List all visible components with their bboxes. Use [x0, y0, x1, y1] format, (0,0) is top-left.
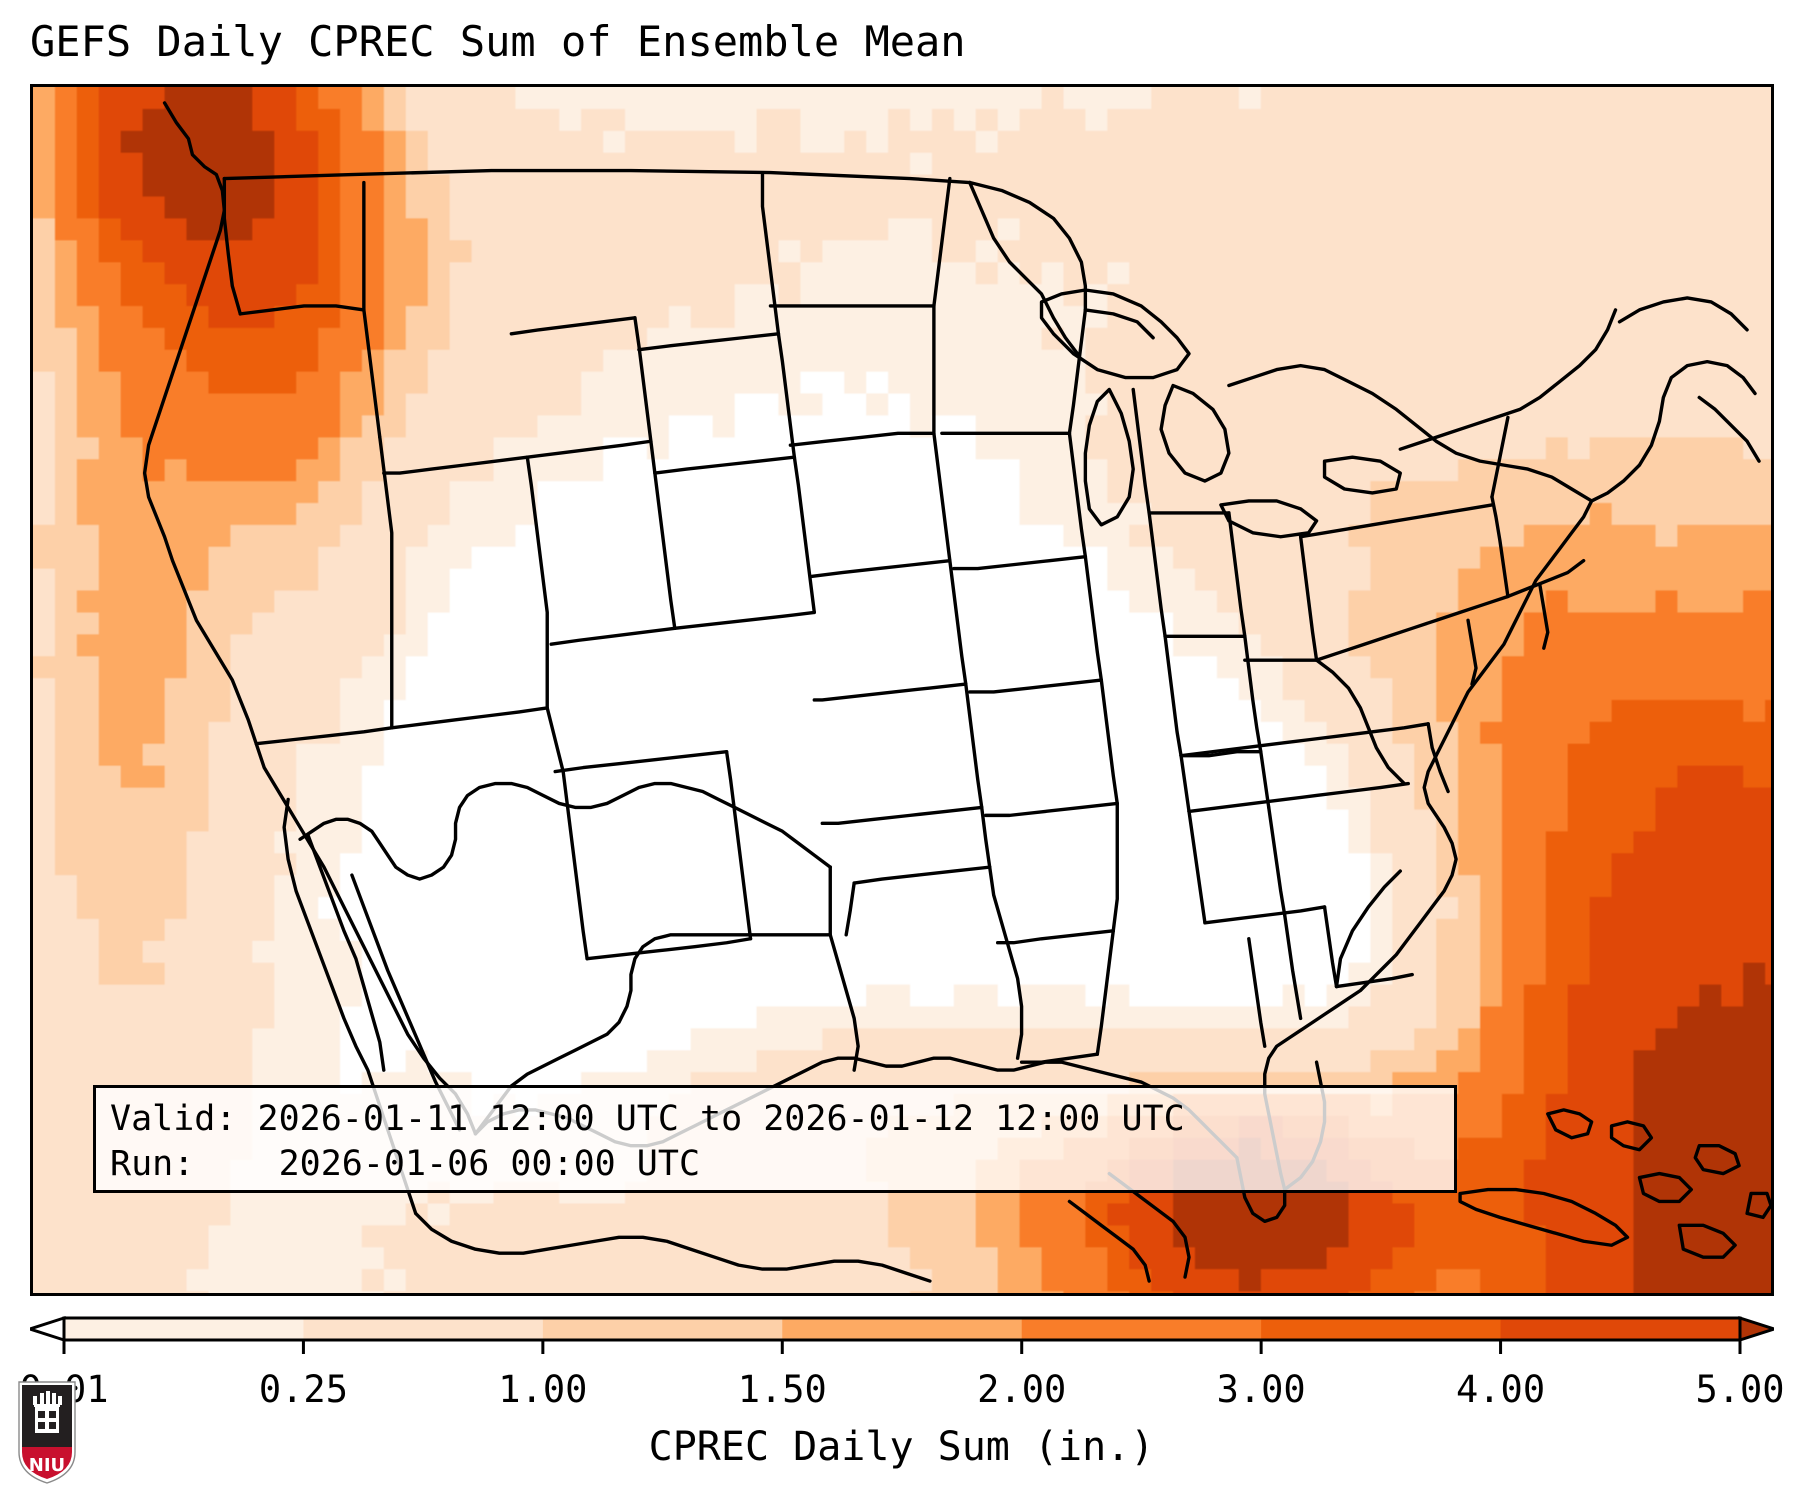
colorbar-tick-5: 3.00 [1216, 1368, 1306, 1411]
colorbar-tick-2: 1.00 [498, 1368, 588, 1411]
map-axes[interactable]: Valid: 2026-01-11 12:00 UTC to 2026-01-1… [30, 84, 1774, 1296]
niu-logo-text: NIU [29, 1455, 65, 1476]
colorbar-tick-7: 5.00 [1695, 1368, 1785, 1411]
colorbar-tick-3: 1.50 [737, 1368, 827, 1411]
forecast-info-box: Valid: 2026-01-11 12:00 UTC to 2026-01-1… [93, 1085, 1457, 1193]
colorbar[interactable] [30, 1300, 1774, 1360]
colorbar-tick-4: 2.00 [977, 1368, 1067, 1411]
colorbar-tick-6: 4.00 [1456, 1368, 1546, 1411]
page-title: GEFS Daily CPREC Sum of Ensemble Mean [30, 17, 966, 66]
valid-time-line: Valid: 2026-01-11 12:00 UTC to 2026-01-1… [110, 1099, 1185, 1139]
run-time-line: Run: 2026-01-06 00:00 UTC [110, 1144, 701, 1184]
colorbar-swatches [30, 1315, 1774, 1354]
colorbar-axis-label: CPREC Daily Sum (in.) [648, 1424, 1155, 1470]
colorbar-tick-1: 0.25 [258, 1368, 348, 1411]
map-geography-overlay [142, 101, 1771, 1283]
niu-logo: NIU [18, 1381, 76, 1484]
